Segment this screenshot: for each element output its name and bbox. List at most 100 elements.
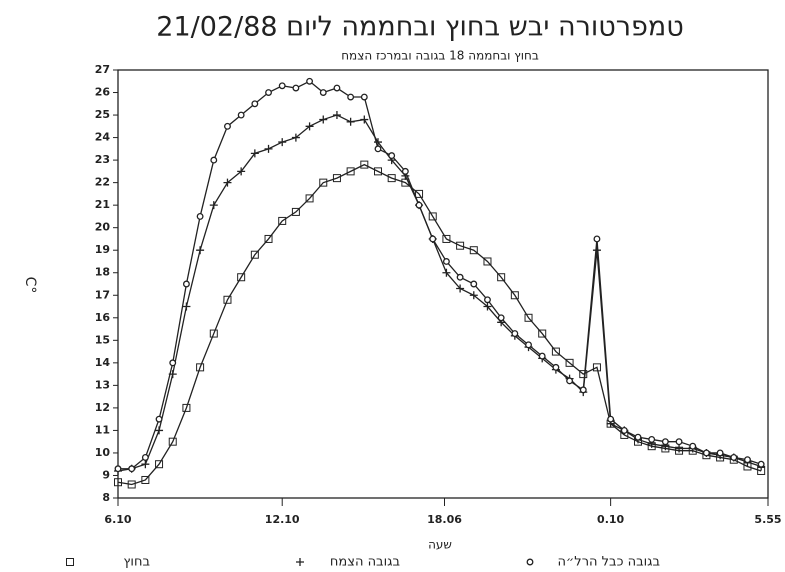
- y-tick-label: 22: [95, 176, 110, 189]
- legend-marker: [66, 558, 74, 566]
- point: [456, 241, 465, 250]
- point: [730, 454, 738, 461]
- point: [360, 160, 369, 169]
- point: [744, 456, 751, 464]
- point: [291, 207, 300, 216]
- point: [155, 460, 164, 469]
- x-tick-label: 5.55: [754, 513, 781, 526]
- point: [483, 257, 492, 266]
- point: [141, 475, 150, 484]
- point: [374, 138, 382, 147]
- y-tick-label: 24: [95, 131, 111, 144]
- point: [456, 273, 464, 281]
- point: [319, 89, 327, 96]
- point: [702, 449, 710, 457]
- point: [675, 444, 684, 453]
- point: [374, 167, 382, 176]
- y-tick-label: 11: [95, 423, 110, 436]
- point: [511, 330, 519, 338]
- point: [429, 235, 437, 243]
- y-tick-label: 19: [95, 243, 110, 256]
- x-tick-label: 6.10: [104, 513, 131, 526]
- point: [593, 235, 601, 243]
- point: [360, 115, 369, 124]
- x-tick-label: 0.10: [597, 513, 624, 526]
- point: [346, 117, 355, 126]
- point: [551, 347, 560, 356]
- point: [469, 246, 478, 255]
- point: [155, 426, 164, 435]
- point: [223, 178, 232, 187]
- point: [332, 174, 341, 183]
- point: [196, 246, 205, 255]
- point: [237, 167, 246, 176]
- point: [114, 478, 122, 487]
- legend-label: בגובה הצמח: [330, 555, 400, 570]
- point: [497, 314, 505, 322]
- point: [592, 363, 601, 372]
- point: [264, 144, 273, 153]
- point: [510, 291, 519, 300]
- point: [675, 438, 683, 446]
- point: [661, 438, 669, 446]
- point: [442, 234, 451, 243]
- point: [251, 100, 259, 108]
- legend-marker: [526, 558, 534, 566]
- point: [634, 433, 642, 441]
- point: [484, 296, 491, 304]
- point: [525, 341, 532, 349]
- point: [387, 174, 396, 183]
- point: [224, 122, 231, 130]
- point: [566, 377, 574, 385]
- chart-title: טמפרטורה יבש בחוץ ובחממה ליום 21/02/88: [156, 12, 683, 43]
- point: [141, 454, 149, 461]
- point: [127, 480, 136, 489]
- point: [305, 194, 314, 203]
- y-tick-label: 18: [95, 266, 110, 279]
- point: [428, 212, 437, 221]
- y-tick-label: 9: [102, 468, 110, 481]
- y-tick-label: 26: [95, 86, 111, 99]
- point: [291, 133, 300, 142]
- point: [592, 246, 601, 255]
- point: [292, 84, 300, 92]
- series-line: [117, 163, 762, 486]
- point: [757, 460, 765, 468]
- point: [278, 216, 287, 225]
- point: [347, 93, 355, 101]
- point: [538, 352, 546, 360]
- point: [456, 284, 465, 293]
- legend-label: בגובה כבל הרל״ה: [557, 555, 660, 570]
- point: [346, 167, 355, 176]
- point: [265, 89, 272, 96]
- x-tick-label: 18.06: [427, 513, 462, 526]
- point: [319, 178, 328, 187]
- point: [305, 122, 314, 131]
- point: [360, 93, 368, 101]
- point: [196, 212, 204, 220]
- point: [565, 358, 574, 367]
- point: [483, 302, 492, 311]
- point: [579, 386, 587, 394]
- point: [250, 149, 259, 158]
- point: [182, 403, 191, 412]
- point: [223, 295, 232, 304]
- point: [278, 82, 286, 90]
- chart-subtitle: בחוץ ובחממה 18 בגובה ובמרכז הצמח: [341, 49, 539, 63]
- point: [319, 115, 328, 124]
- point: [250, 250, 259, 259]
- y-tick-label: 10: [95, 446, 111, 459]
- point: [333, 84, 341, 92]
- point: [442, 268, 451, 277]
- point: [264, 234, 273, 243]
- y-tick-label: 23: [95, 153, 110, 166]
- y-tick-label: 13: [95, 378, 110, 391]
- point: [552, 363, 560, 371]
- y-tick-label: 8: [102, 491, 110, 504]
- plot-frame: [117, 69, 769, 499]
- series-line: [118, 80, 762, 470]
- point: [415, 201, 423, 209]
- point: [237, 273, 246, 282]
- x-tick-label: 12.10: [265, 513, 300, 526]
